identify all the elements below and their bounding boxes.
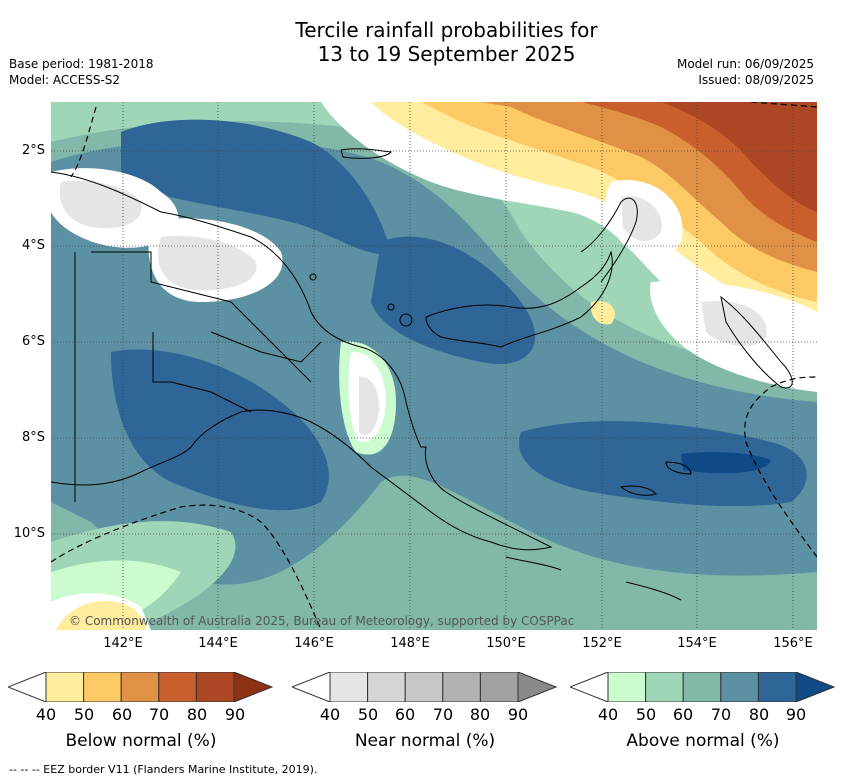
copyright-text: © Commonwealth of Australia 2025, Bureau… bbox=[69, 614, 575, 628]
model-name: Model: ACCESS-S2 bbox=[9, 73, 121, 87]
tick-label: 40 bbox=[35, 705, 57, 724]
lon-label: 150°E bbox=[486, 636, 526, 651]
tick-label: 70 bbox=[432, 705, 454, 724]
colorbar-swatch bbox=[120, 672, 160, 702]
tick-label: 90 bbox=[507, 705, 529, 724]
colorbar-extend-high bbox=[233, 672, 274, 702]
graticule bbox=[51, 102, 817, 630]
colorbar-below-label: Below normal (%) bbox=[65, 731, 217, 751]
meta-left: Base period: 1981-2018 Model: ACCESS-S2 bbox=[9, 56, 154, 88]
model-run: Model run: 06/09/2025 bbox=[676, 57, 814, 71]
coastlines bbox=[51, 148, 793, 601]
colorbar-swatch bbox=[158, 672, 197, 702]
colorbar-extend-high bbox=[517, 672, 558, 702]
tick-label: 90 bbox=[224, 705, 246, 724]
tick-label: 70 bbox=[148, 705, 170, 724]
map-area bbox=[51, 102, 817, 630]
lon-label: 144°E bbox=[198, 636, 238, 651]
colorbar-swatch bbox=[442, 672, 481, 702]
lon-label: 154°E bbox=[677, 636, 717, 651]
lon-label: 142°E bbox=[103, 636, 143, 651]
colorbar-swatch bbox=[682, 672, 722, 702]
tick-label: 50 bbox=[73, 705, 95, 724]
colorbar-above-label: Above normal (%) bbox=[626, 731, 780, 751]
tick-label: 60 bbox=[394, 705, 416, 724]
lat-label: 6°S bbox=[21, 334, 45, 349]
lon-label: 156°E bbox=[773, 636, 813, 651]
eez-border bbox=[51, 102, 817, 630]
map-title: Tercile rainfall probabilities for 13 to… bbox=[0, 18, 850, 66]
colorbar-swatch bbox=[367, 672, 406, 702]
map-canvas bbox=[51, 102, 817, 630]
colorbar-swatch bbox=[720, 672, 759, 702]
colorbar-near-label: Near normal (%) bbox=[354, 731, 496, 751]
lon-label: 148°E bbox=[390, 636, 430, 651]
colorbar-extend-low bbox=[292, 672, 331, 702]
tick-label: 80 bbox=[748, 705, 770, 724]
tick-label: 70 bbox=[710, 705, 732, 724]
lat-label: 4°S bbox=[21, 238, 45, 253]
colorbar-above bbox=[570, 672, 836, 702]
colorbar-extend-low bbox=[570, 672, 609, 702]
colorbar-near bbox=[292, 672, 558, 702]
colorbar-swatch bbox=[607, 672, 647, 702]
colorbar-extend-high bbox=[795, 672, 836, 702]
colorbar-swatch bbox=[479, 672, 519, 702]
colorbar-swatch bbox=[45, 672, 85, 702]
title-line-2: 13 to 19 September 2025 bbox=[317, 42, 576, 66]
colorbar-swatch bbox=[195, 672, 235, 702]
base-period: Base period: 1981-2018 bbox=[9, 57, 154, 71]
lon-label: 152°E bbox=[582, 636, 622, 651]
colorbar-swatch bbox=[404, 672, 444, 702]
tick-label: 50 bbox=[635, 705, 657, 724]
colorbar-below bbox=[8, 672, 274, 702]
tick-label: 90 bbox=[785, 705, 807, 724]
colorbar-extend-low bbox=[8, 672, 47, 702]
issued-date: Issued: 08/09/2025 bbox=[698, 73, 814, 87]
tick-label: 60 bbox=[672, 705, 694, 724]
tick-label: 40 bbox=[597, 705, 619, 724]
colorbar-swatch bbox=[645, 672, 684, 702]
lat-label: 8°S bbox=[21, 430, 45, 445]
tick-label: 60 bbox=[111, 705, 133, 724]
tick-label: 40 bbox=[319, 705, 341, 724]
colorbar-swatch bbox=[329, 672, 369, 702]
lat-label: 2°S bbox=[21, 143, 45, 158]
title-line-1: Tercile rainfall probabilities for bbox=[295, 18, 598, 42]
tick-label: 80 bbox=[469, 705, 491, 724]
colorbar-swatch bbox=[83, 672, 122, 702]
meta-right: Model run: 06/09/2025 Issued: 08/09/2025 bbox=[677, 56, 814, 88]
colorbar-swatch bbox=[757, 672, 797, 702]
tick-label: 80 bbox=[186, 705, 208, 724]
lon-label: 146°E bbox=[294, 636, 334, 651]
footnote: -- -- -- EEZ border V11 (Flanders Marine… bbox=[9, 763, 318, 776]
tick-label: 50 bbox=[357, 705, 379, 724]
lat-label: 10°S bbox=[13, 526, 45, 541]
